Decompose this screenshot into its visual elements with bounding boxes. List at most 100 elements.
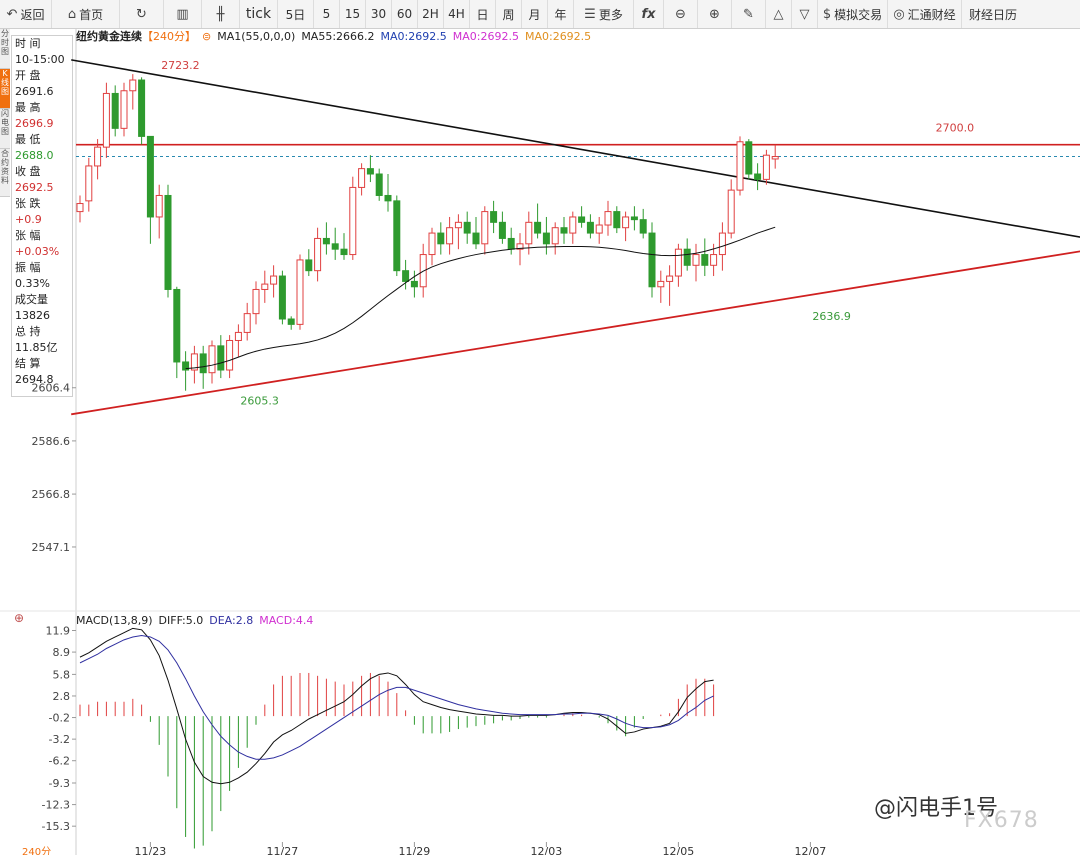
candle-style-button[interactable]: ╫ bbox=[202, 0, 240, 28]
tab-timeshare[interactable]: 分时图 bbox=[0, 29, 10, 69]
home-icon: ⌂ bbox=[67, 6, 77, 22]
candle-body bbox=[199, 353, 207, 374]
ma0-value-a: MA0:2692.5 bbox=[380, 29, 447, 43]
refresh-button[interactable]: ↻ bbox=[120, 0, 164, 28]
bar-chart-icon: ▥ bbox=[176, 6, 189, 22]
candle-body bbox=[402, 270, 410, 282]
period-60[interactable]: 60 bbox=[392, 0, 418, 28]
period-15[interactable]: 15 bbox=[340, 0, 366, 28]
calendar-button[interactable]: 财经日历 bbox=[962, 0, 1024, 28]
vol-value: 13826 bbox=[15, 309, 50, 322]
oi-label: 总 持 bbox=[15, 325, 41, 338]
candle-body bbox=[463, 221, 471, 234]
period-4h[interactable]: 4H bbox=[444, 0, 470, 28]
triangle-up-button[interactable]: △ bbox=[766, 0, 792, 28]
period-30[interactable]: 30 bbox=[366, 0, 392, 28]
period-label: 60 bbox=[396, 7, 413, 21]
period-day[interactable]: 日 bbox=[470, 0, 496, 28]
downtrend-line bbox=[71, 59, 1080, 238]
candle-body bbox=[718, 232, 726, 256]
tab-kline[interactable]: K线图 bbox=[0, 69, 10, 109]
watermark-fx678: FX678 bbox=[964, 808, 1039, 833]
pct-label: 张 幅 bbox=[15, 229, 41, 242]
amp-value: 0.33% bbox=[15, 277, 50, 290]
period-label: 年 bbox=[554, 7, 567, 22]
candle-body bbox=[578, 216, 586, 223]
candle-body bbox=[243, 313, 251, 333]
settings-icon[interactable]: ⊜ bbox=[202, 29, 212, 43]
candle-body bbox=[410, 280, 418, 288]
home-button[interactable]: ⌂ 首页 bbox=[52, 0, 120, 28]
triangle-down-button[interactable]: ▽ bbox=[792, 0, 818, 28]
x-tick-label: 12/07 bbox=[795, 845, 827, 855]
candle-body bbox=[534, 221, 542, 234]
draw-line-button[interactable]: ✎ bbox=[732, 0, 766, 28]
period-label: 2H bbox=[422, 7, 439, 21]
tick-button[interactable]: tick bbox=[240, 0, 278, 28]
candle-body bbox=[472, 232, 480, 245]
period-5[interactable]: 5 bbox=[314, 0, 340, 28]
candle-body bbox=[446, 227, 454, 245]
formula-button[interactable]: fx bbox=[634, 0, 664, 28]
zoom-out-button[interactable]: ⊖ bbox=[664, 0, 698, 28]
dea-value: DEA:2.8 bbox=[209, 614, 254, 627]
dollar-icon: $ bbox=[822, 6, 832, 22]
candle-body bbox=[639, 219, 647, 234]
y-tick-label: 2566.8 bbox=[32, 488, 71, 501]
diff-line bbox=[79, 627, 714, 785]
period-label: 日 bbox=[476, 7, 489, 22]
candle-body bbox=[542, 232, 550, 245]
oi-value: 11.85亿 bbox=[15, 341, 58, 354]
macd-tick-label: 5.8 bbox=[53, 668, 71, 681]
macd-tick-label: -3.2 bbox=[49, 733, 70, 746]
tick-label: tick bbox=[245, 6, 272, 22]
candle-body bbox=[164, 194, 172, 290]
candle-body bbox=[666, 275, 674, 282]
x-tick-label: 12/05 bbox=[663, 845, 695, 855]
macd-value: MACD:4.4 bbox=[259, 614, 314, 627]
candle-body bbox=[692, 254, 700, 266]
huitong-button[interactable]: ◎ 汇通财经 bbox=[888, 0, 962, 28]
period-year[interactable]: 年 bbox=[548, 0, 574, 28]
more-button[interactable]: ☰ 更多 bbox=[574, 0, 634, 28]
macd-tick-label: -12.3 bbox=[42, 799, 70, 812]
pen-icon: ✎ bbox=[743, 6, 754, 22]
low-label: 最 低 bbox=[15, 133, 41, 146]
candle-body bbox=[762, 154, 770, 180]
candle-body bbox=[384, 194, 392, 202]
time-label: 时 间 bbox=[15, 37, 41, 50]
macd-tick-label: -15.3 bbox=[42, 820, 70, 833]
kline-style-button[interactable]: ▥ bbox=[164, 0, 202, 28]
period-label: 30 bbox=[370, 7, 387, 21]
zoom-in-button[interactable]: ⊕ bbox=[698, 0, 732, 28]
home-label: 首页 bbox=[79, 7, 104, 22]
sim-trade-button[interactable]: $ 模拟交易 bbox=[818, 0, 888, 28]
candle-body bbox=[340, 248, 348, 256]
period-label: 4H bbox=[448, 7, 465, 21]
open-value: 2691.6 bbox=[15, 85, 54, 98]
y-tick-label: 2547.1 bbox=[32, 541, 71, 554]
candle-body bbox=[428, 232, 436, 256]
candle-body bbox=[560, 227, 568, 234]
time-value: 10-15:00 bbox=[15, 53, 65, 66]
candle-body bbox=[270, 275, 278, 285]
period-month[interactable]: 月 bbox=[522, 0, 548, 28]
period-week[interactable]: 周 bbox=[496, 0, 522, 28]
tab-contract[interactable]: 合约资料 bbox=[0, 149, 10, 197]
change-value: +0.9 bbox=[15, 213, 42, 226]
uptrend-line bbox=[71, 250, 1080, 416]
menu-icon: ☰ bbox=[584, 6, 596, 22]
candle-body bbox=[516, 243, 524, 250]
ma-block-label[interactable]: MA1(55,0,0,0) bbox=[217, 29, 296, 43]
dea-line bbox=[79, 635, 714, 760]
period-5d[interactable]: 5日 bbox=[278, 0, 314, 28]
price-chart[interactable]: ⊕ 2606.4 2586.6 2566.8 2547.1 2723.2 2605.3 2… bbox=[0, 29, 1080, 855]
candle-body bbox=[208, 345, 216, 374]
tab-flash[interactable]: 闪电图 bbox=[0, 109, 10, 149]
period-2h[interactable]: 2H bbox=[418, 0, 444, 28]
back-button[interactable]: ↶ 返回 bbox=[0, 0, 52, 28]
macd-legend: MACD(13,8,9) DIFF:5.0 DEA:2.8 MACD:4.4 bbox=[76, 614, 313, 627]
candle-body bbox=[727, 189, 735, 234]
huitong-label: 汇通财经 bbox=[907, 7, 956, 22]
price-annotation: 2723.2 bbox=[161, 59, 200, 72]
